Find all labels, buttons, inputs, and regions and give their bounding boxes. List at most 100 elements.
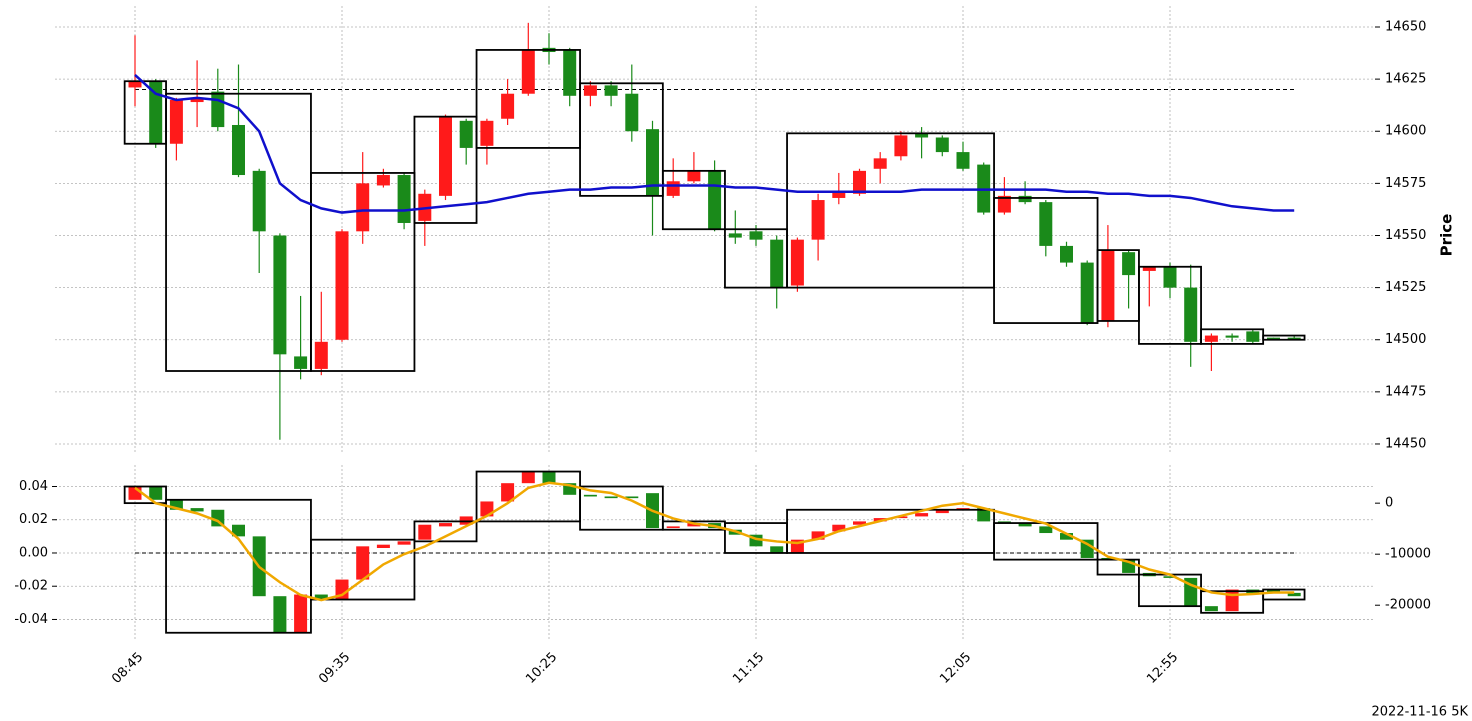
- y-tick-label: 14475: [1385, 384, 1426, 399]
- candle-body: [1267, 337, 1280, 340]
- box: [1138, 265, 1202, 345]
- candle-body: [294, 356, 308, 369]
- box: [310, 538, 416, 601]
- candle-body: [501, 93, 515, 119]
- candle-body: [873, 158, 887, 169]
- y-tick-label: 14625: [1385, 72, 1426, 87]
- box: [1262, 588, 1306, 601]
- footer: 2022-11-16 5K: [1372, 705, 1469, 720]
- y2-tick-label: 0: [1385, 496, 1393, 511]
- candle-body: [1060, 245, 1073, 263]
- candle-body: [915, 133, 929, 138]
- candle-body: [915, 513, 929, 517]
- candle-body: [770, 546, 784, 553]
- y-tick-label: 0.02: [19, 512, 48, 527]
- box: [579, 82, 664, 197]
- candle-body: [294, 594, 308, 633]
- candle-body: [687, 170, 701, 182]
- candle-body: [1225, 335, 1239, 338]
- candle-body: [1060, 533, 1073, 540]
- candle-body: [1039, 202, 1053, 246]
- candle-body: [273, 235, 287, 355]
- candle-body: [811, 200, 825, 240]
- y-tick-label: -0.02: [14, 579, 48, 594]
- candle-body: [894, 516, 908, 519]
- y-axis-label: Price: [1438, 214, 1456, 257]
- x-tick-label: 10:25: [523, 650, 560, 687]
- candle-body: [1204, 335, 1218, 342]
- candle-body: [1225, 589, 1239, 612]
- candle-body: [770, 239, 784, 288]
- candle-body: [397, 541, 411, 545]
- candle-body: [1163, 266, 1177, 288]
- candle-body: [853, 521, 866, 525]
- candle-body: [1039, 526, 1053, 534]
- candle-body: [1018, 195, 1032, 203]
- x-tick-label: 12:55: [1144, 650, 1181, 687]
- candle-body: [1163, 576, 1177, 578]
- x-tick-label: 08:45: [109, 650, 146, 687]
- y-tick-label: 14500: [1385, 332, 1426, 347]
- candle-body: [604, 85, 618, 96]
- x-tick-label: 12:05: [937, 650, 974, 687]
- candle-body: [832, 524, 846, 532]
- box: [1200, 590, 1265, 614]
- candle-body: [149, 81, 163, 144]
- candle-body: [666, 526, 680, 529]
- candle-body: [749, 534, 763, 547]
- candle-body: [1267, 589, 1280, 593]
- y-tick-label: 14525: [1385, 280, 1426, 295]
- candle-body: [790, 239, 804, 286]
- candle-body: [583, 85, 597, 96]
- candle-body: [853, 170, 866, 194]
- candle-body: [1080, 539, 1094, 558]
- candle-body: [646, 129, 659, 196]
- candle-body: [563, 49, 577, 96]
- y-tick-label: 14575: [1385, 176, 1426, 191]
- candle-body: [376, 175, 390, 186]
- candle-body: [977, 508, 991, 522]
- candle-body: [1122, 252, 1136, 276]
- candle-body: [439, 116, 452, 196]
- y-tick-label: -0.04: [14, 612, 48, 627]
- candle-body: [252, 170, 266, 232]
- y-tick-label: 0.00: [19, 545, 48, 560]
- candle-body: [997, 195, 1011, 213]
- candle-body: [314, 594, 328, 600]
- candle-body: [376, 544, 390, 548]
- x-tick-label: 09:35: [316, 650, 353, 687]
- candle-body: [335, 231, 349, 340]
- candle-body: [935, 137, 949, 153]
- candle-body: [625, 496, 639, 499]
- candle-body: [521, 49, 535, 94]
- candle-body: [604, 496, 618, 499]
- box: [1262, 334, 1306, 341]
- candle-body: [708, 170, 722, 230]
- box: [661, 169, 726, 231]
- line: [134, 74, 1295, 214]
- y2-tick-label: -20000: [1385, 598, 1431, 613]
- candle-body: [459, 120, 473, 148]
- box: [310, 172, 416, 372]
- candle-body: [1101, 250, 1115, 321]
- candle-body: [666, 181, 680, 196]
- box: [123, 485, 167, 505]
- candle-body: [190, 97, 204, 103]
- candle-body: [1204, 606, 1218, 612]
- candle-body: [1080, 262, 1094, 324]
- candle-body: [1287, 337, 1301, 340]
- candle-body: [625, 93, 639, 132]
- candle-body: [811, 531, 825, 540]
- candle-body: [418, 524, 432, 540]
- candle-body: [583, 494, 597, 497]
- candle-body: [314, 341, 328, 369]
- y-tick-label: 0.04: [19, 479, 48, 494]
- candle-body: [501, 483, 515, 502]
- candle-body: [1142, 266, 1156, 271]
- candle-body: [894, 135, 908, 157]
- candle-body: [273, 596, 287, 633]
- candle-body: [232, 124, 245, 176]
- x-tick-label: 11:15: [730, 650, 767, 687]
- candle-body: [1018, 523, 1032, 527]
